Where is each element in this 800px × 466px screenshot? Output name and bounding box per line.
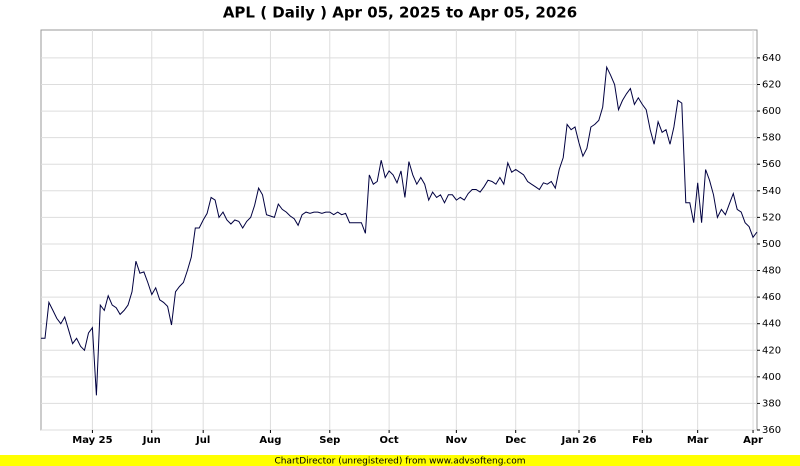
x-tick-label: Dec — [505, 435, 526, 446]
y-tick-label: 480 — [762, 266, 781, 277]
x-tick-label: Feb — [632, 435, 652, 446]
x-tick-label: Jun — [142, 435, 161, 446]
y-tick-label: 600 — [762, 106, 781, 117]
y-tick-label: 440 — [762, 319, 781, 330]
y-tick-label: 540 — [762, 186, 781, 197]
y-tick-label: 620 — [762, 79, 781, 90]
price-line — [41, 65, 758, 396]
chart-title: APL ( Daily ) Apr 05, 2025 to Apr 05, 20… — [223, 4, 577, 22]
x-tick-label: Jul — [195, 435, 210, 446]
x-tick-label: Nov — [445, 435, 467, 446]
y-tick-label: 520 — [762, 212, 781, 223]
y-tick-label: 420 — [762, 345, 781, 356]
y-tick-label: 380 — [762, 398, 781, 409]
y-tick-label: 360 — [762, 425, 781, 436]
y-tick-label: 580 — [762, 133, 781, 144]
footer-bar — [0, 455, 800, 466]
x-tick-label: Apr — [743, 435, 763, 446]
y-tick-label: 400 — [762, 372, 781, 383]
x-tick-label: Mar — [687, 435, 709, 446]
x-tick-label: Jan 26 — [560, 435, 596, 446]
y-tick-label: 460 — [762, 292, 781, 303]
x-tick-label: Aug — [259, 435, 281, 446]
x-tick-label: Sep — [319, 435, 340, 446]
y-tick-label: 640 — [762, 53, 781, 64]
plot-area — [40, 29, 758, 431]
footer: ChartDirector (unregistered) from www.ad… — [274, 457, 525, 466]
x-tick-label: Oct — [380, 435, 399, 446]
x-tick-label: May 25 — [72, 435, 112, 446]
y-tick-label: 560 — [762, 159, 781, 170]
y-tick-label: 500 — [762, 239, 781, 250]
